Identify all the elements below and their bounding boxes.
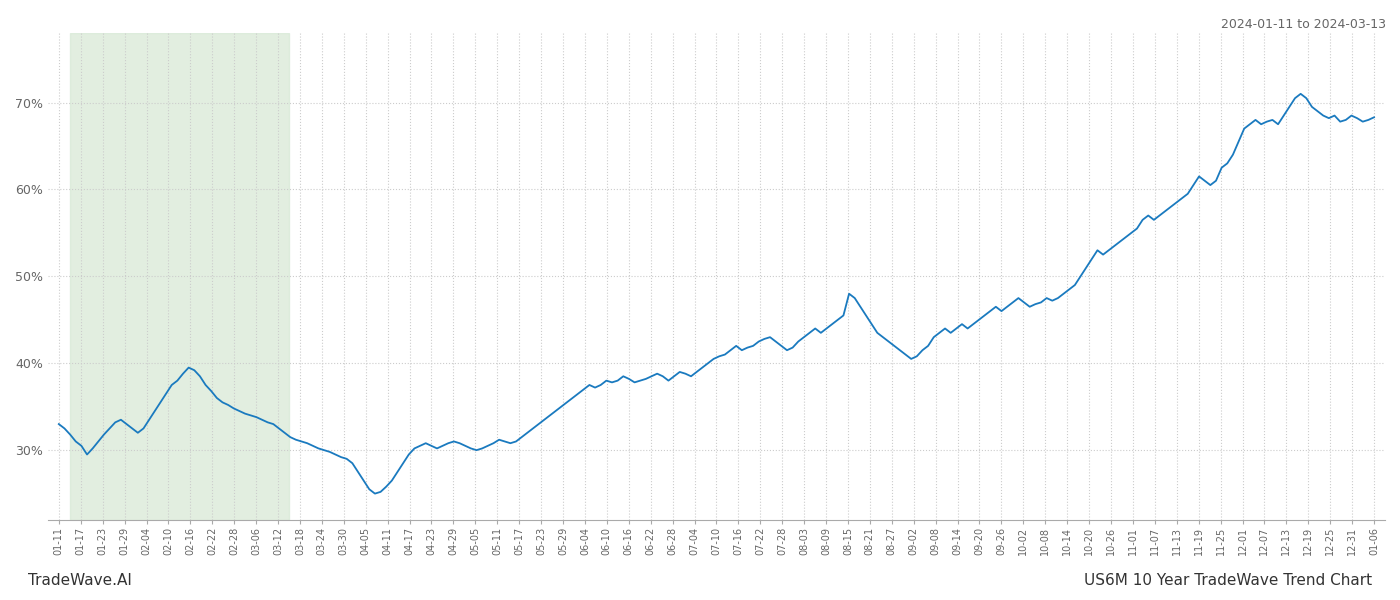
Bar: [70, 33, 288, 520]
Text: 2024-01-11 to 2024-03-13: 2024-01-11 to 2024-03-13: [1221, 18, 1386, 31]
Text: TradeWave.AI: TradeWave.AI: [28, 573, 132, 588]
Text: US6M 10 Year TradeWave Trend Chart: US6M 10 Year TradeWave Trend Chart: [1084, 573, 1372, 588]
